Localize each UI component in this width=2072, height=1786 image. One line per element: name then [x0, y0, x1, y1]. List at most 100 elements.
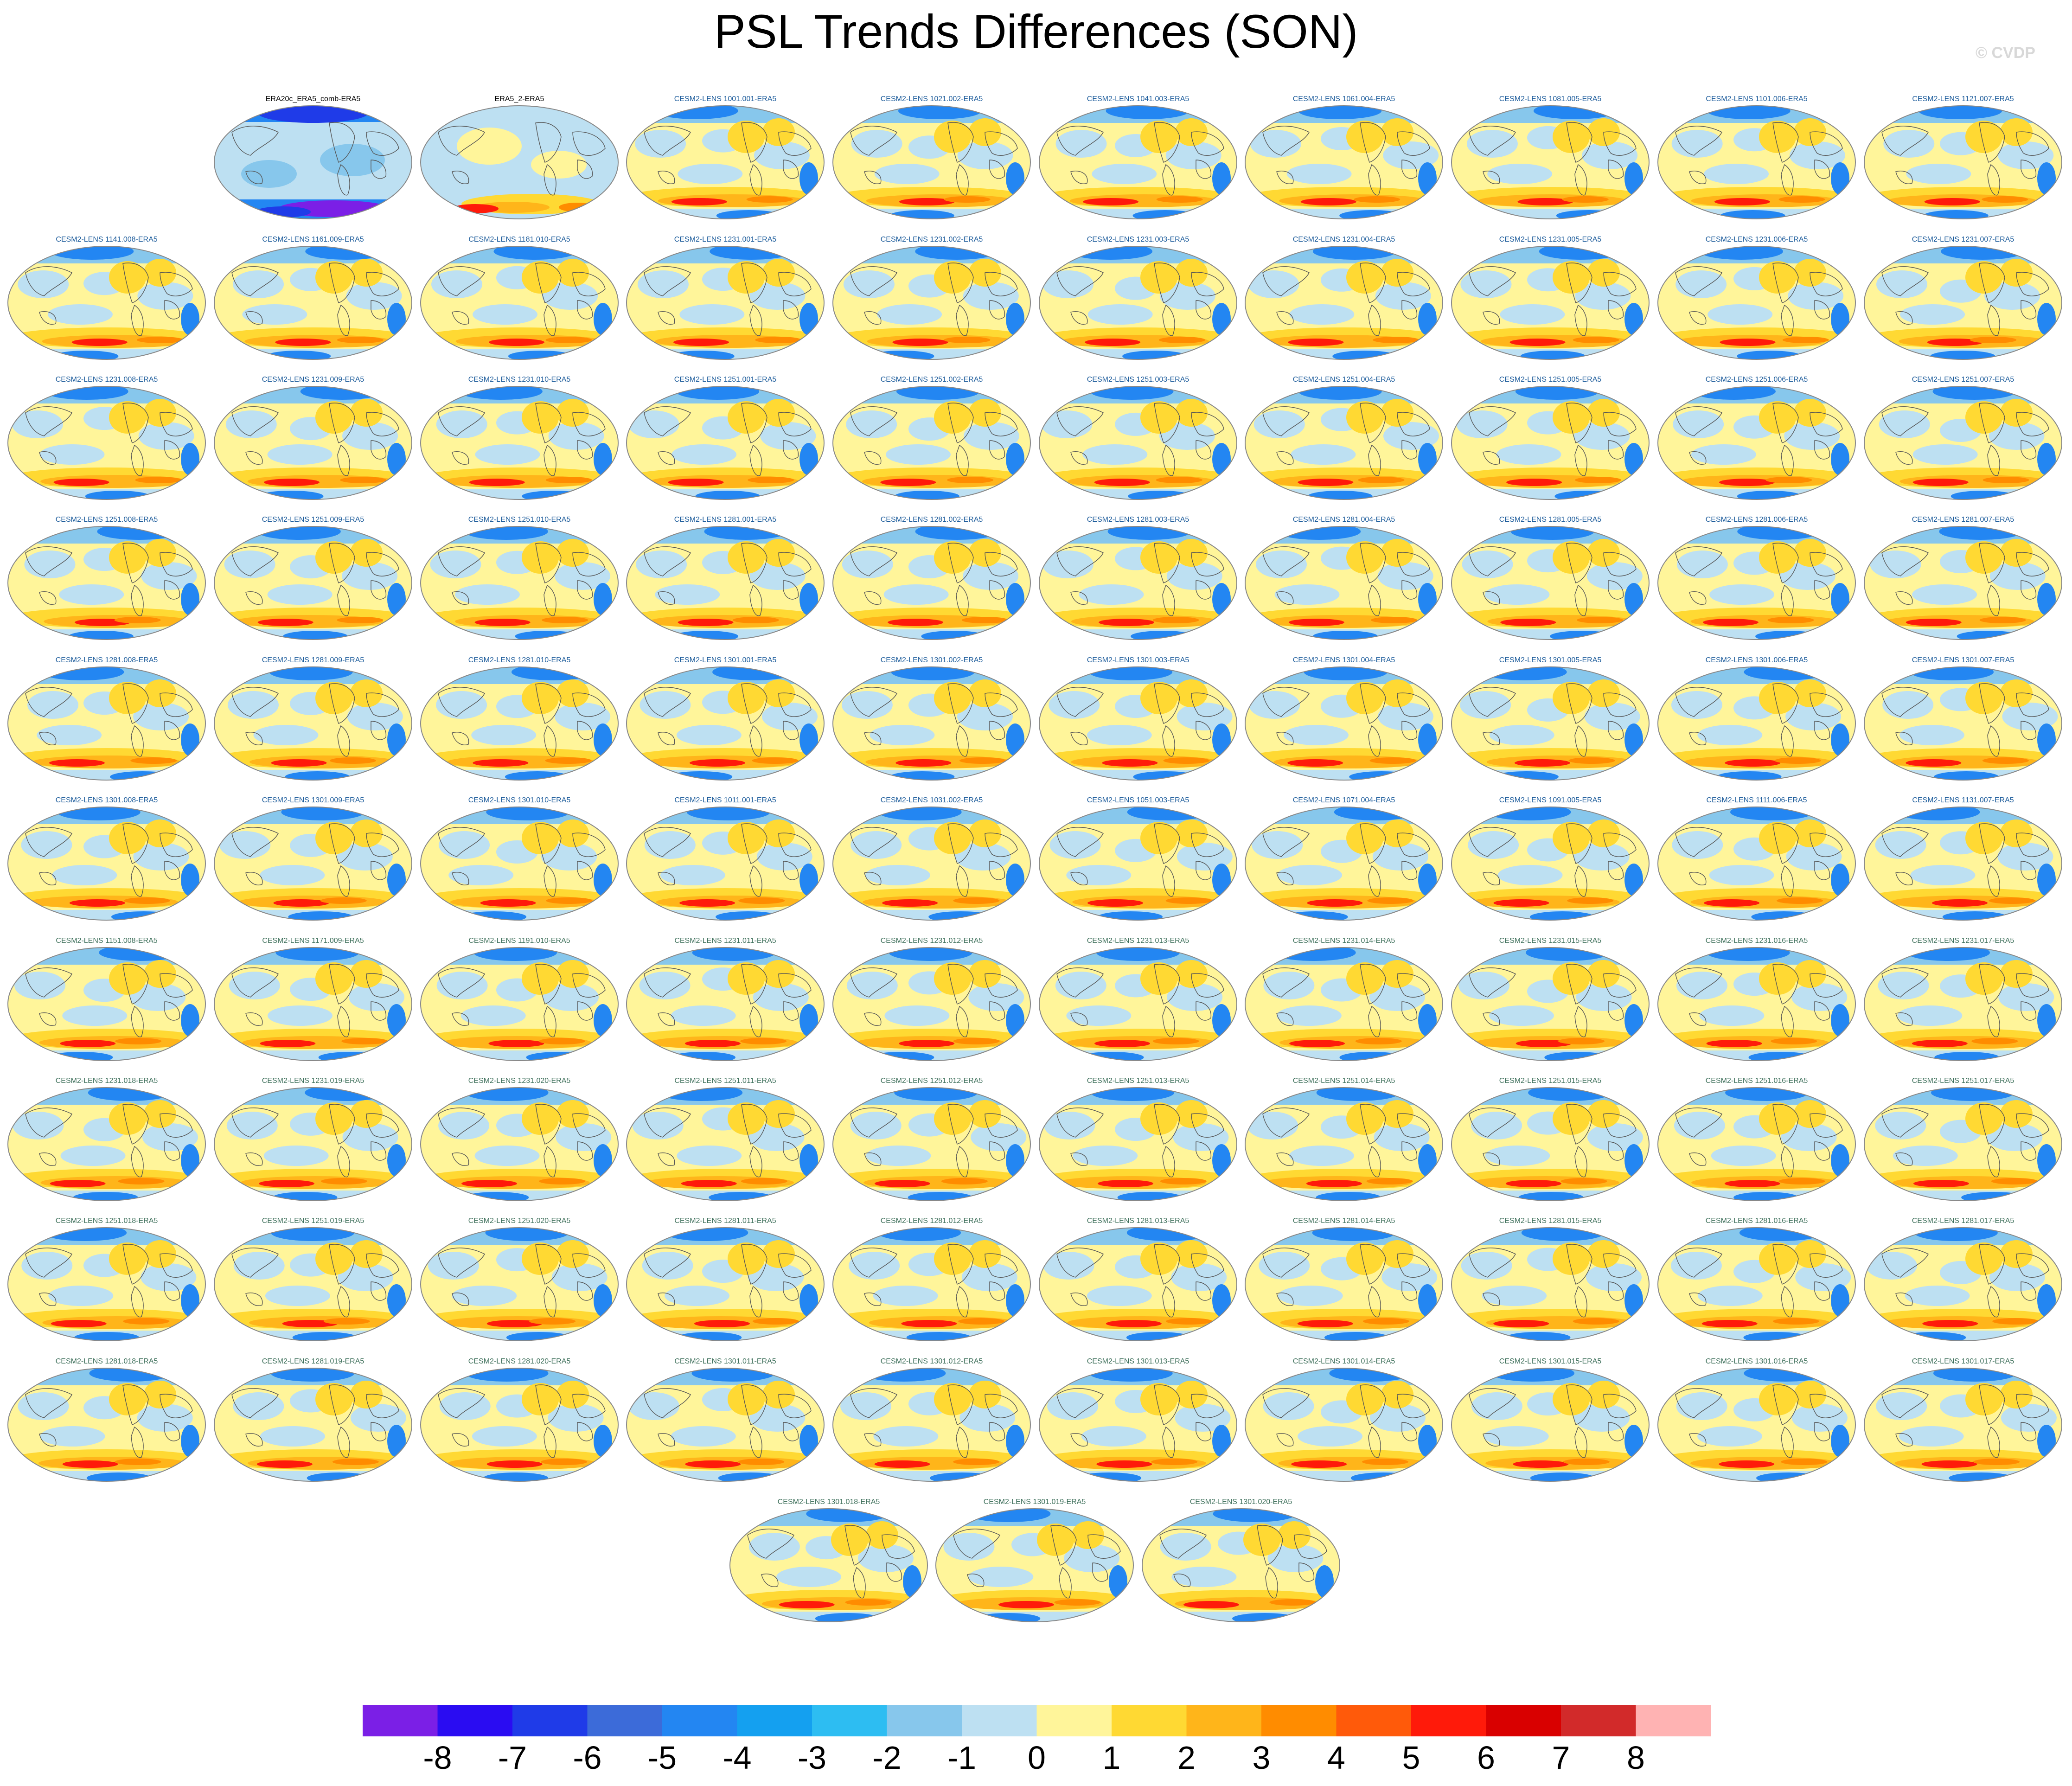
coastline [122, 683, 149, 724]
map-panel: CESM2-LENS 1251.002-ERA5 [832, 376, 1031, 501]
map-panel: CESM2-LENS 1231.007-ERA5 [1863, 236, 2063, 361]
coastline [572, 1113, 606, 1138]
map-panel-plot [1245, 246, 1443, 360]
coastline [371, 1422, 387, 1441]
map-panel: CESM2-LENS 1251.011-ERA5 [626, 1077, 825, 1202]
coastline [1810, 1113, 1843, 1138]
panel-title: CESM2-LENS 1251.008-ERA5 [55, 516, 158, 524]
panel-title: CESM2-LENS 1251.018-ERA5 [55, 1217, 158, 1225]
coastline [1689, 171, 1707, 184]
map-outline [420, 246, 619, 360]
coastline [985, 832, 1018, 857]
map-outline [832, 1368, 1031, 1482]
coastline [1987, 1286, 2000, 1318]
coastline [1810, 1394, 1843, 1418]
map-panel-plot [1657, 807, 1856, 921]
coastline [337, 1426, 350, 1458]
coastline [245, 1293, 263, 1306]
coastline [778, 552, 812, 576]
coastline [1056, 687, 1104, 717]
map-panel-plot [7, 246, 206, 360]
panel-title: CESM2-LENS 1231.006-ERA5 [1705, 236, 1808, 243]
coastline [658, 1293, 675, 1306]
coastline [1608, 721, 1624, 740]
coastline [1070, 1012, 1088, 1026]
panel-title: CESM2-LENS 1251.015-ERA5 [1499, 1077, 1602, 1085]
coastline [1772, 1384, 1799, 1425]
cvdp-watermark: © CVDP [1976, 44, 2035, 62]
coastline [1814, 721, 1830, 740]
coastline [1608, 1141, 1624, 1161]
coastline [783, 1001, 799, 1021]
coastline [160, 973, 193, 998]
coastline [1814, 1141, 1830, 1161]
coastline [1154, 262, 1180, 303]
map-panel-plot [420, 1227, 619, 1341]
map-outline [1039, 666, 1237, 781]
coastline [577, 1001, 593, 1021]
coastline [1881, 406, 1929, 436]
map-panel-plot [832, 246, 1031, 360]
coastline [2021, 440, 2037, 460]
coastline [1262, 546, 1310, 576]
coastline [535, 1384, 562, 1425]
colorbar-swatch [887, 1705, 962, 1736]
coastline [337, 444, 350, 476]
coastline [956, 304, 969, 336]
coastline [1608, 440, 1624, 460]
map-panel-plot [1657, 105, 1856, 219]
map-outline [214, 947, 412, 1061]
map-panel: CESM2-LENS 1231.008-ERA5 [7, 376, 206, 501]
coastline [2016, 1253, 2049, 1278]
coastline [1191, 973, 1224, 998]
coastline [371, 1141, 387, 1161]
map-panel-plot [1039, 1368, 1237, 1482]
coastline [1566, 823, 1592, 864]
coastline [535, 1244, 562, 1285]
map-outline [1039, 807, 1237, 921]
coastline [131, 1146, 144, 1178]
coastline [1603, 272, 1637, 296]
coastline [658, 1433, 675, 1447]
coastline [164, 1422, 180, 1441]
coastline [1368, 1005, 1381, 1037]
map-panel: CESM2-LENS 1301.006-ERA5 [1657, 656, 1856, 781]
coastline [25, 1107, 72, 1138]
map-panel: CESM2-LENS 1301.016-ERA5 [1657, 1357, 1856, 1483]
coastline [1265, 1567, 1278, 1599]
panel-title: CESM2-LENS 1301.003-ERA5 [1087, 656, 1189, 664]
map-outline [420, 666, 619, 781]
map-panel: CESM2-LENS 1251.019-ERA5 [213, 1217, 413, 1342]
map-panel-plot [1657, 1368, 1856, 1482]
coastline [1397, 1253, 1430, 1278]
map-outline [1039, 947, 1237, 1061]
panel-title: CESM2-LENS 1151.008-ERA5 [56, 937, 158, 945]
colorbar-tick-label: 2 [1177, 1740, 1196, 1776]
coastline [452, 311, 469, 325]
panel-title: ERA5_2-ERA5 [494, 95, 544, 103]
coastline [1397, 1394, 1430, 1418]
map-panel: CESM2-LENS 1251.007-ERA5 [1863, 376, 2063, 501]
map-outline [1451, 246, 1650, 360]
coastline [749, 444, 762, 476]
coastline [1276, 451, 1294, 465]
coastline [1397, 1113, 1430, 1138]
coastline [864, 1433, 882, 1447]
coastline [245, 872, 263, 885]
panel-title: CESM2-LENS 1231.009-ERA5 [262, 376, 365, 384]
panel-title: CESM2-LENS 1251.005-ERA5 [1499, 376, 1602, 384]
map-outline [1451, 1227, 1650, 1341]
map-panel-plot [214, 666, 412, 781]
coastline [1881, 1107, 1929, 1138]
coastline [1360, 964, 1386, 1005]
coastline [1262, 827, 1310, 857]
coastline [1979, 683, 2005, 724]
coastline [231, 687, 279, 717]
map-panel-plot [1451, 807, 1650, 921]
coastline [160, 272, 193, 296]
coastline [438, 266, 485, 296]
map-panel: CESM2-LENS 1281.005-ERA5 [1451, 516, 1650, 641]
coastline [1257, 1525, 1283, 1566]
coastline [1154, 823, 1180, 864]
map-panel: CESM2-LENS 1231.020-ERA5 [420, 1077, 619, 1202]
